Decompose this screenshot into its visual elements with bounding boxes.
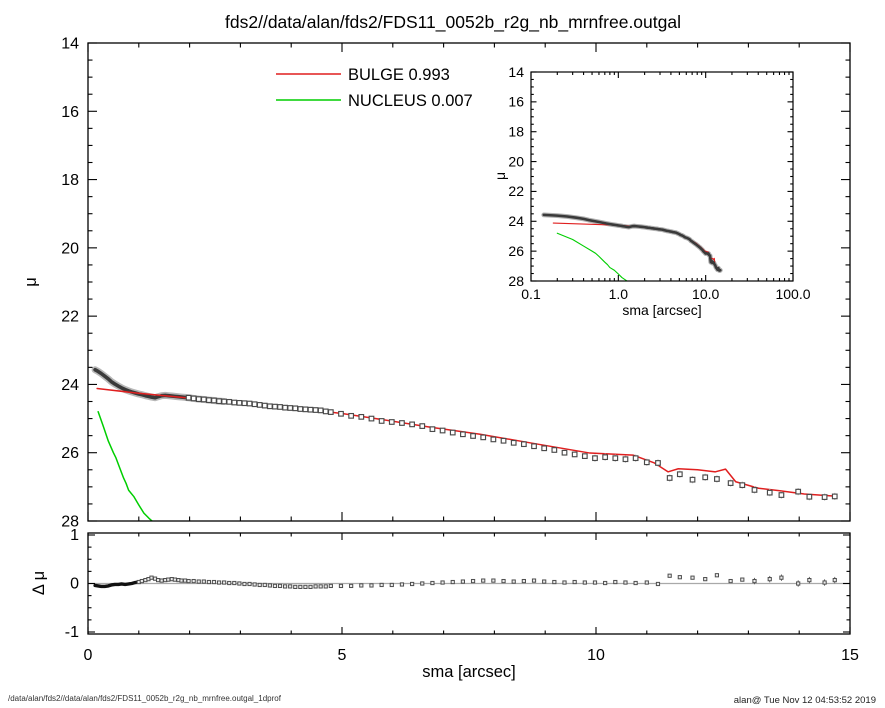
plot-title: fds2//data/alan/fds2/FDS11_0052b_r2g_nb_… <box>225 12 681 33</box>
svg-text:16: 16 <box>508 94 524 110</box>
svg-text:1: 1 <box>70 527 79 544</box>
svg-text:10: 10 <box>587 647 605 664</box>
inset-ticks <box>530 71 794 282</box>
main-ticks <box>87 42 851 522</box>
svg-text:16: 16 <box>61 104 79 121</box>
svg-text:26: 26 <box>61 445 79 462</box>
main-axes-box <box>87 42 851 522</box>
residual-series <box>88 573 850 589</box>
footer-filepath: /data/alan/fds2//data/alan/fds2/FDS11_00… <box>8 694 282 703</box>
svg-text:5: 5 <box>338 647 347 664</box>
svg-text:24: 24 <box>61 377 79 394</box>
svg-text:1.0: 1.0 <box>609 286 629 302</box>
residual-y-axis-label: Δ μ <box>30 571 48 595</box>
legend-bulge-label: BULGE 0.993 <box>348 66 450 84</box>
main-y-axis-label: μ <box>22 277 40 287</box>
svg-text:18: 18 <box>61 172 79 189</box>
inset-y-axis-label: μ <box>492 172 508 180</box>
svg-text:-1: -1 <box>65 624 79 641</box>
svg-text:28: 28 <box>508 273 524 289</box>
svg-text:15: 15 <box>841 647 859 664</box>
svg-text:24: 24 <box>508 213 524 229</box>
legend: BULGE 0.993 NUCLEUS 0.007 <box>276 66 473 110</box>
svg-text:14: 14 <box>508 64 524 80</box>
svg-text:22: 22 <box>508 183 524 199</box>
main-series <box>91 366 838 521</box>
svg-text:28: 28 <box>61 514 79 531</box>
footer-user-timestamp: alan@ Tue Nov 12 04:53:52 2019 <box>734 695 876 706</box>
legend-nucleus-label: NUCLEUS 0.007 <box>348 92 473 110</box>
svg-text:0: 0 <box>84 647 93 664</box>
svg-text:18: 18 <box>508 124 524 140</box>
svg-text:100.0: 100.0 <box>775 286 810 302</box>
svg-text:10.0: 10.0 <box>692 286 719 302</box>
residual-ticks <box>87 533 851 634</box>
inset-series <box>541 212 723 281</box>
svg-text:0.1: 0.1 <box>521 286 541 302</box>
svg-text:20: 20 <box>508 153 524 169</box>
main-tick-labels: 14 16 18 20 22 24 26 28 <box>61 36 79 531</box>
svg-text:26: 26 <box>508 243 524 259</box>
inset-tick-labels: 0.1 1.0 10.0 100.0 14 16 18 20 22 24 26 28 <box>508 64 810 302</box>
svg-text:14: 14 <box>61 36 79 53</box>
svg-text:20: 20 <box>61 240 79 257</box>
x-axis-label: sma [arcsec] <box>422 663 516 681</box>
main-plot: 14 16 18 20 22 24 26 28 μ <box>22 36 851 531</box>
inset-x-axis-label: sma [arcsec] <box>622 302 701 318</box>
svg-text:0: 0 <box>70 576 79 593</box>
inset-plot: 0.1 1.0 10.0 100.0 14 16 18 20 22 24 26 28 μ sma [a… <box>492 64 811 318</box>
inset-axes-box <box>530 71 794 282</box>
svg-text:22: 22 <box>61 309 79 326</box>
